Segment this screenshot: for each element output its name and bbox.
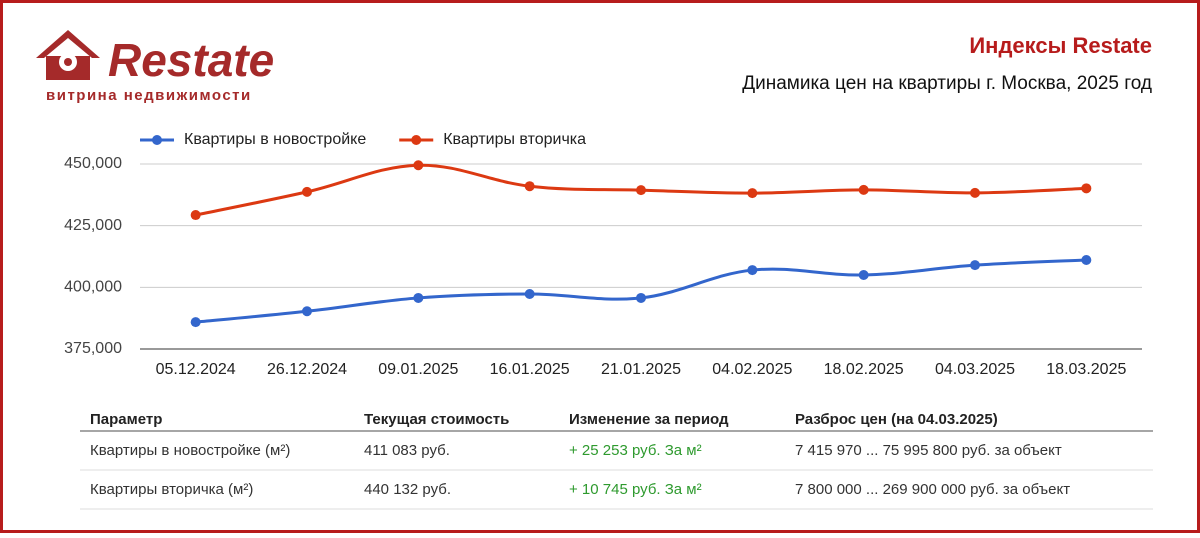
column-header: Текущая стоимость xyxy=(364,411,509,428)
point xyxy=(190,210,201,221)
table-cell: 411 083 руб. xyxy=(364,442,450,459)
point xyxy=(636,292,646,303)
point xyxy=(636,185,646,196)
logo-name: Restate xyxy=(108,34,274,86)
column-header: Разброс цен (на 04.03.2025) xyxy=(795,411,998,428)
y-tick-label: 375,000 xyxy=(64,340,122,357)
point xyxy=(747,265,758,276)
y-tick-label: 450,000 xyxy=(64,155,122,172)
legend-marker xyxy=(152,135,162,145)
subtitle: Динамика цен на квартиры г. Москва, 2025… xyxy=(742,73,1152,94)
point xyxy=(970,260,980,271)
table-cell: 440 132 руб. xyxy=(364,481,451,498)
table: Параметр Текущая стоимость Изменение за пе… xyxy=(80,411,1153,510)
point xyxy=(858,270,869,280)
y-tick-label: 400,000 xyxy=(64,279,122,296)
table-cell: Квартиры вторичка (м²) xyxy=(90,481,253,498)
point xyxy=(190,317,201,328)
table-cell: + 10 745 руб. За м² xyxy=(569,481,702,498)
x-tick-label: 18.02.2025 xyxy=(824,361,904,378)
table-cell: + 25 253 руб. За м² xyxy=(569,442,702,459)
x-tick-label: 26.12.2024 xyxy=(267,361,347,378)
point xyxy=(970,187,980,198)
x-tick-label: 05.12.2024 xyxy=(156,361,236,378)
point xyxy=(413,292,424,303)
y-tick-label: 425,000 xyxy=(64,217,122,234)
table-cell: 7 800 000 ... 269 900 000 руб. за объект xyxy=(795,481,1070,498)
x-tick-label: 18.03.2025 xyxy=(1046,361,1126,378)
point xyxy=(747,188,758,199)
point xyxy=(1081,254,1092,265)
point xyxy=(302,306,312,317)
x-tick-label: 04.03.2025 xyxy=(935,361,1015,378)
x-tick-label: 09.01.2025 xyxy=(378,361,458,378)
legend-label: Квартиры в новостройке xyxy=(184,131,366,148)
chart: 375,000 400,000 425,000 450,000 05.12.2024 26… xyxy=(64,131,1142,378)
x-tick-label: 04.02.2025 xyxy=(712,361,792,378)
table-cell: Квартиры в новостройке (м²) xyxy=(90,442,290,459)
x-tick-label: 16.01.2025 xyxy=(490,361,570,378)
point xyxy=(413,160,424,171)
logo-tagline: витрина недвижимости xyxy=(46,87,252,104)
point xyxy=(524,288,535,299)
title: Индексы Restate xyxy=(969,33,1152,58)
column-header: Изменение за период xyxy=(569,411,729,428)
point xyxy=(858,184,869,195)
logo-icon xyxy=(36,30,100,80)
point xyxy=(1081,183,1092,194)
legend-label: Квартиры вторичка xyxy=(443,131,586,148)
column-header: Параметр xyxy=(90,411,162,428)
legend-marker xyxy=(411,135,422,145)
point xyxy=(302,186,312,197)
table-cell: 7 415 970 ... 75 995 800 руб. за объект xyxy=(795,442,1062,459)
point xyxy=(524,181,535,192)
x-tick-label: 21.01.2025 xyxy=(601,361,681,378)
